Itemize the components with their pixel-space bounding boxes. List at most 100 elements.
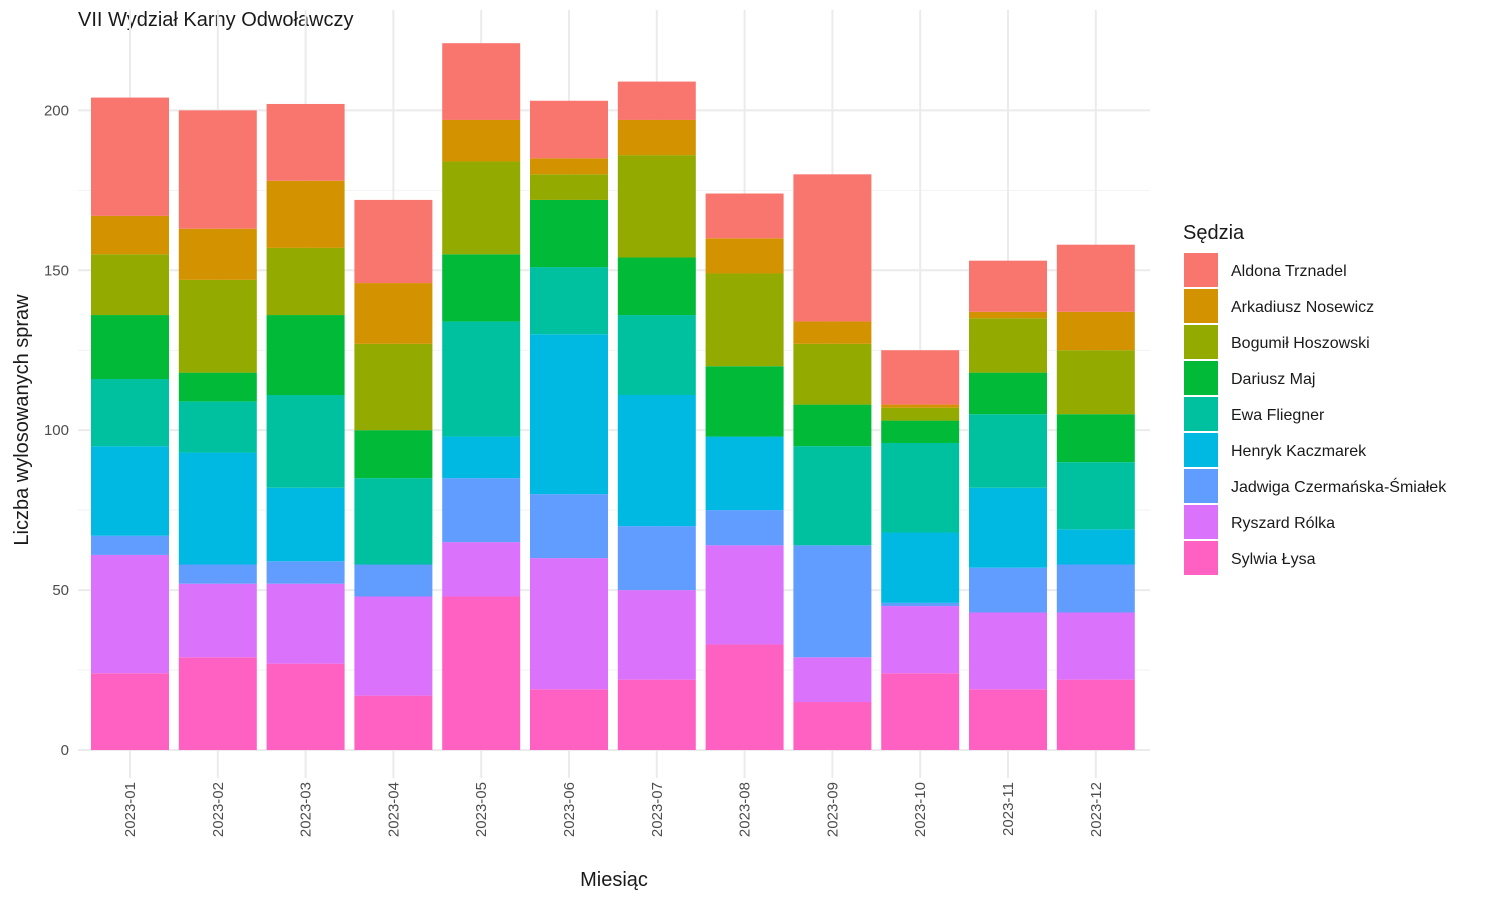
x-tick-label: 2023-11 bbox=[1000, 782, 1017, 836]
bar-segment bbox=[969, 487, 1047, 568]
bar-segment bbox=[354, 283, 433, 344]
bar-segment bbox=[1056, 244, 1135, 312]
bar-segment bbox=[1056, 462, 1135, 530]
bar-segment bbox=[530, 689, 608, 750]
bar-segment bbox=[705, 193, 784, 239]
bar-segment bbox=[1056, 612, 1135, 680]
bar-segment bbox=[354, 564, 433, 597]
bar-segment bbox=[969, 689, 1047, 750]
bar-segment bbox=[793, 446, 872, 546]
bar-segment bbox=[354, 596, 433, 696]
bar-segment bbox=[881, 602, 960, 607]
legend-label: Sylwia Łysa bbox=[1231, 551, 1316, 568]
bar-segment bbox=[705, 366, 784, 437]
legend-swatch bbox=[1184, 541, 1218, 575]
bar-segment bbox=[178, 372, 257, 402]
x-tick-label: 2023-10 bbox=[912, 782, 929, 837]
bar-segment bbox=[969, 260, 1047, 312]
bar-segment bbox=[793, 545, 872, 658]
bar-segment bbox=[881, 407, 960, 421]
bar-segment bbox=[793, 702, 872, 750]
bar-segment bbox=[91, 535, 169, 555]
y-tick-label: 0 bbox=[61, 742, 69, 759]
bar-segment bbox=[1056, 564, 1135, 613]
legend-swatch bbox=[1184, 325, 1218, 359]
bar-segment bbox=[617, 590, 696, 680]
bar-segment bbox=[705, 510, 784, 546]
bar-segment bbox=[91, 97, 169, 216]
bar-segment bbox=[266, 663, 345, 750]
legend-label: Dariusz Maj bbox=[1231, 371, 1315, 388]
bar-segment bbox=[178, 657, 257, 750]
bar-segment bbox=[266, 103, 345, 181]
bar-segment bbox=[969, 318, 1047, 373]
bar-segment bbox=[354, 430, 433, 479]
bar-segment bbox=[178, 110, 257, 229]
bar-segment bbox=[442, 254, 521, 322]
bar-segment bbox=[617, 679, 696, 750]
bar-segment bbox=[881, 606, 960, 674]
bar-segment bbox=[442, 596, 521, 750]
legend: Aldona Trznadel Arkadiusz Nosewicz Bogumił… bbox=[1184, 253, 1447, 575]
y-tick-label: 150 bbox=[44, 262, 69, 279]
legend-label: Ewa Fliegner bbox=[1231, 407, 1325, 424]
bar-segment bbox=[178, 583, 257, 658]
x-tick-label: 2023-02 bbox=[210, 782, 227, 837]
y-tick-label: 50 bbox=[52, 582, 69, 599]
y-axis-title: Liczba wylosowanych spraw bbox=[11, 294, 33, 546]
bar-segment bbox=[442, 119, 521, 162]
bar-segment bbox=[354, 199, 433, 284]
x-tick-label: 2023-04 bbox=[385, 782, 402, 837]
bar-segment bbox=[1056, 414, 1135, 463]
y-tick-label: 200 bbox=[44, 102, 69, 119]
bar-segment bbox=[617, 119, 696, 156]
x-tick-label: 2023-03 bbox=[298, 782, 315, 837]
x-tick-label: 2023-01 bbox=[122, 782, 139, 837]
bar-segment bbox=[530, 267, 608, 335]
bars bbox=[91, 43, 1135, 750]
x-tick-label: 2023-05 bbox=[473, 782, 490, 837]
bar-segment bbox=[91, 315, 169, 380]
bar-segment bbox=[617, 526, 696, 591]
bar-segment bbox=[530, 174, 608, 200]
bar-segment bbox=[530, 558, 608, 690]
bar-segment bbox=[617, 257, 696, 316]
legend-label: Arkadiusz Nosewicz bbox=[1231, 299, 1374, 316]
bar-segment bbox=[266, 395, 345, 488]
bar-segment bbox=[793, 343, 872, 405]
bar-segment bbox=[705, 436, 784, 511]
bar-segment bbox=[969, 612, 1047, 690]
legend-label: Ryszard Rólka bbox=[1231, 515, 1335, 532]
bar-segment bbox=[705, 644, 784, 750]
bar-segment bbox=[91, 379, 169, 447]
bar-segment bbox=[266, 247, 345, 316]
bar-segment bbox=[1056, 529, 1135, 565]
bar-segment bbox=[266, 315, 345, 395]
bar-segment bbox=[881, 350, 960, 405]
bar-segment bbox=[881, 442, 960, 533]
bar-segment bbox=[530, 494, 608, 559]
bar-segment bbox=[354, 478, 433, 565]
bar-segment bbox=[266, 180, 345, 248]
x-axis-title: Miesiąc bbox=[580, 869, 648, 891]
bar-segment bbox=[178, 279, 257, 373]
x-tick-label: 2023-12 bbox=[1088, 782, 1105, 837]
bar-segment bbox=[442, 436, 521, 479]
bar-segment bbox=[354, 343, 433, 431]
legend-swatch bbox=[1184, 433, 1218, 467]
y-tick-label: 100 bbox=[44, 422, 69, 439]
bar-segment bbox=[530, 158, 608, 175]
bar-segment bbox=[969, 414, 1047, 488]
x-tick-label: 2023-09 bbox=[824, 782, 841, 837]
bar-segment bbox=[178, 228, 257, 280]
x-tick-label: 2023-07 bbox=[649, 782, 666, 837]
bar-segment bbox=[969, 567, 1047, 613]
bar-segment bbox=[442, 43, 521, 120]
bar-segment bbox=[266, 561, 345, 584]
bar-segment bbox=[1056, 350, 1135, 415]
bar-segment bbox=[793, 657, 872, 703]
legend-swatch bbox=[1184, 289, 1218, 323]
bar-segment bbox=[617, 395, 696, 527]
bar-segment bbox=[266, 487, 345, 562]
bar-segment bbox=[793, 404, 872, 447]
